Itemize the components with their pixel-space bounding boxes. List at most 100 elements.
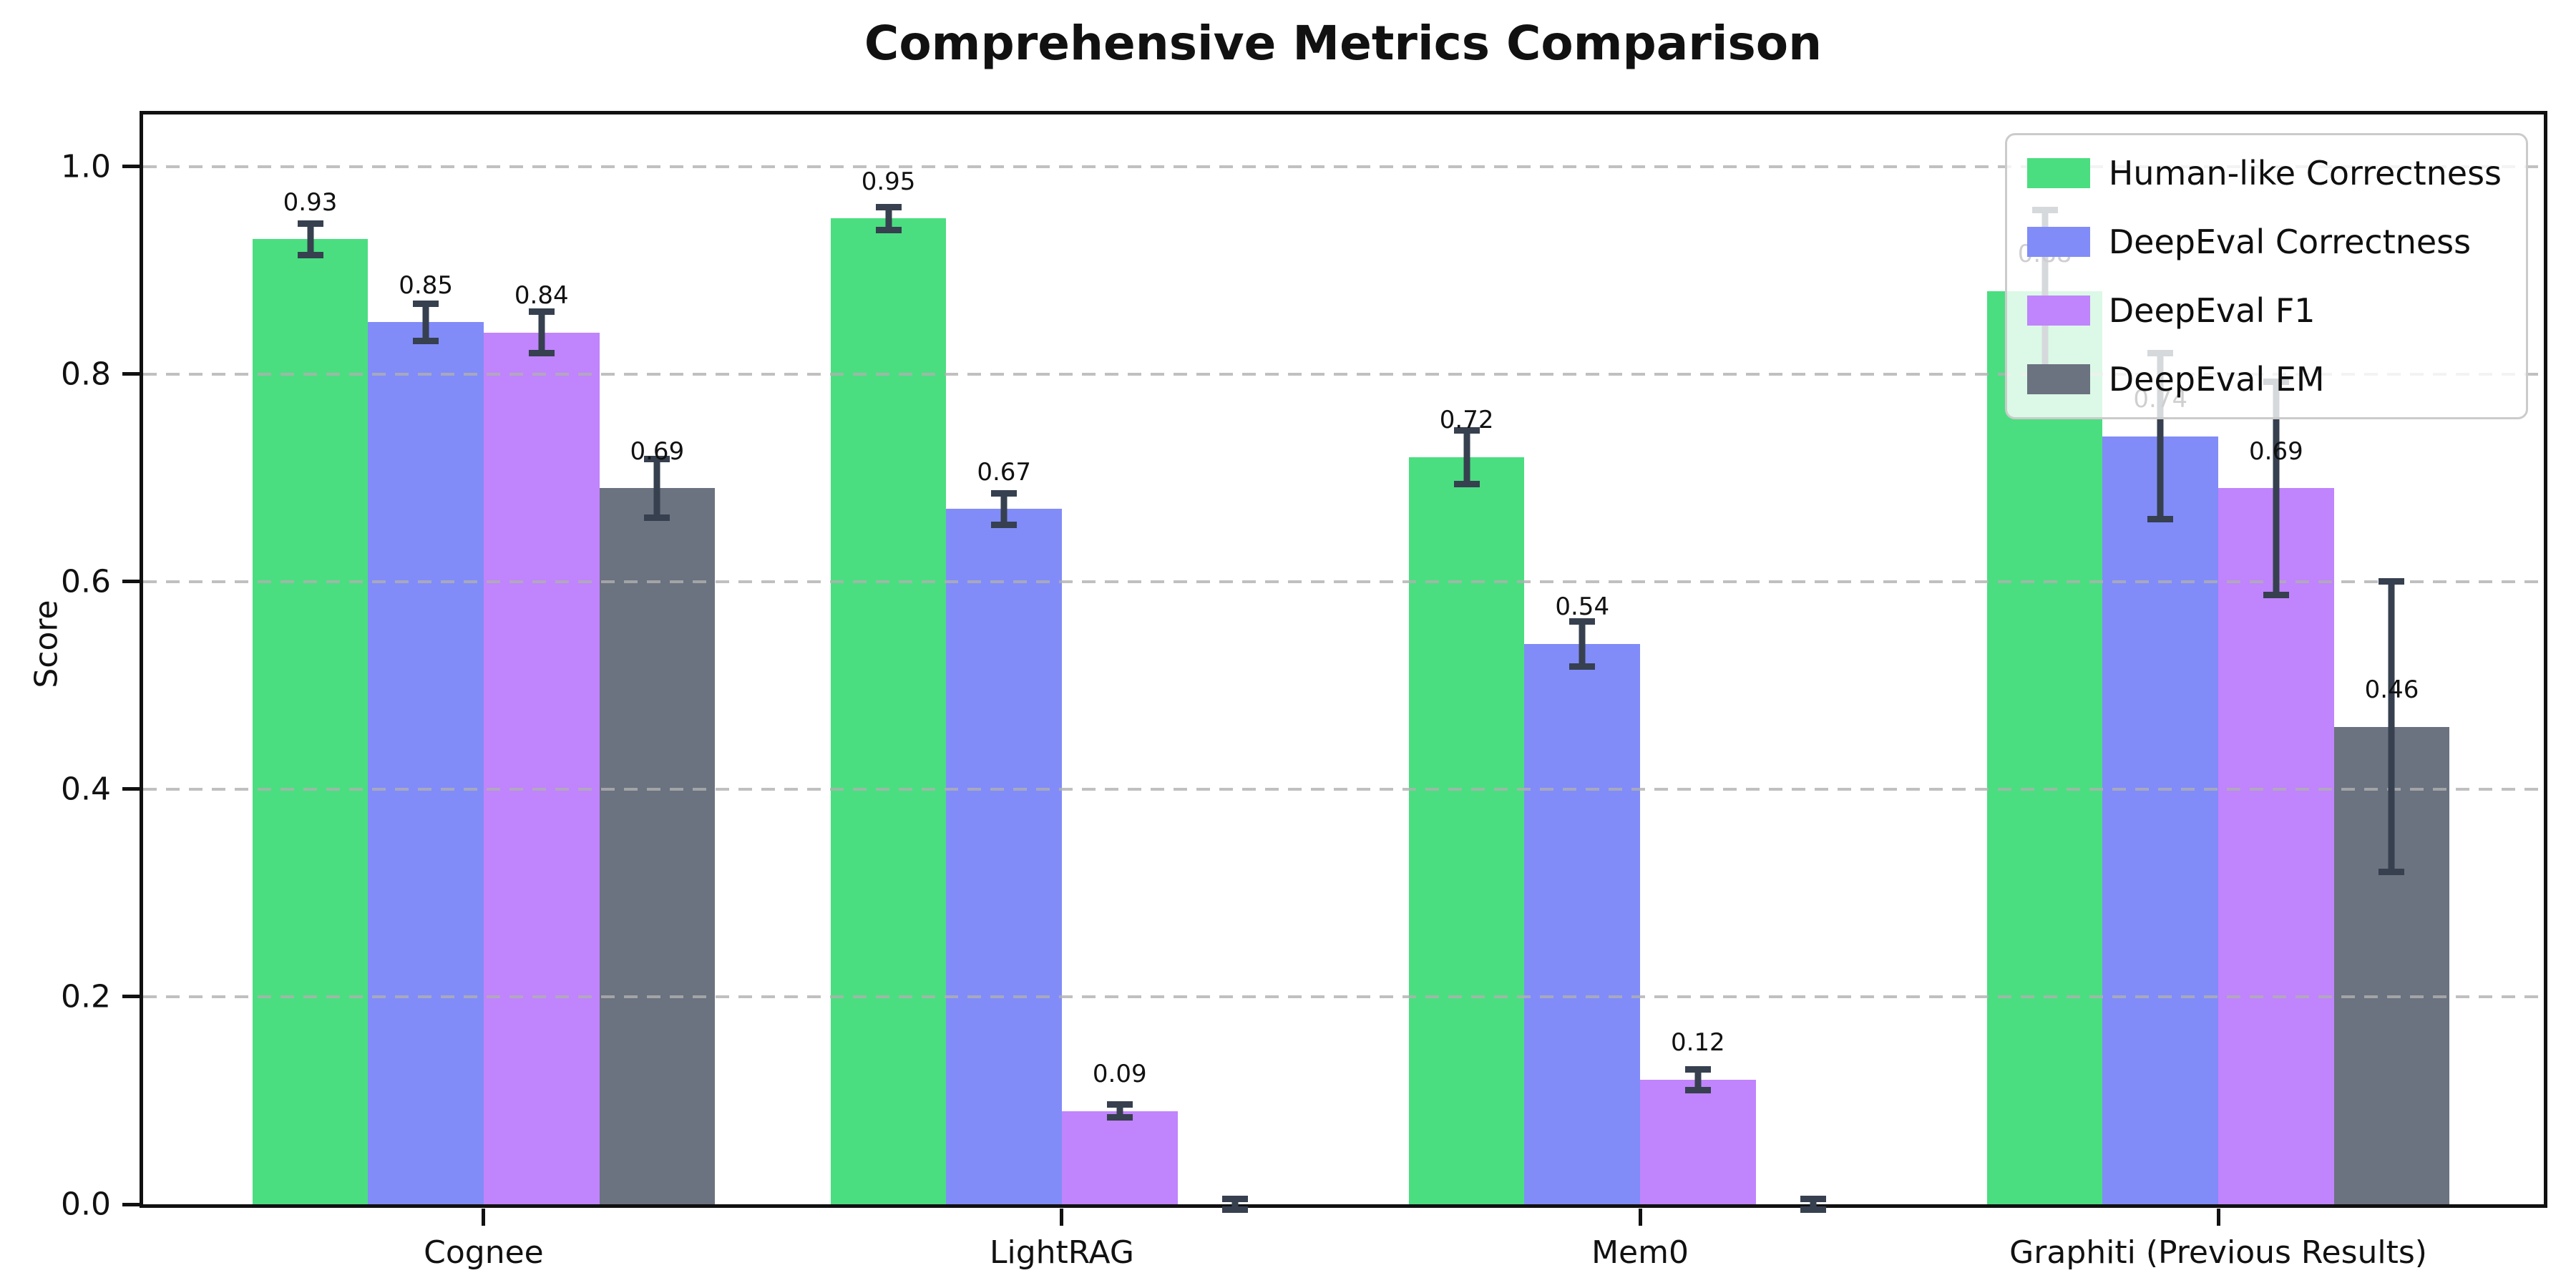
- x-tick-label: LightRAG: [989, 1234, 1134, 1271]
- y-tick-mark: [122, 580, 140, 584]
- legend-item: DeepEval F1: [2026, 291, 2502, 330]
- plot-area: Human-like Correctness DeepEval Correctne…: [61, 114, 2544, 1271]
- error-bar-line: [1116, 1104, 1123, 1118]
- legend-swatch: [2026, 158, 2090, 188]
- error-bar-line: [1231, 1199, 1239, 1210]
- gridline: [143, 372, 2544, 376]
- legend-label: DeepEval Correctness: [2108, 223, 2472, 261]
- error-bar-line: [653, 459, 660, 518]
- error-bar-cap-bottom: [297, 251, 323, 258]
- bar: [1640, 1080, 1756, 1204]
- error-bar-cap-top: [644, 456, 670, 463]
- error-bar-line: [1694, 1069, 1702, 1091]
- bar: [1986, 291, 2103, 1204]
- gridline: [143, 787, 2544, 791]
- bar-value-label: 0.93: [283, 187, 338, 217]
- gridline: [143, 580, 2544, 583]
- error-bar-line: [422, 303, 429, 341]
- error-bar-line: [1810, 1199, 1817, 1210]
- error-bar-cap-top: [2379, 578, 2405, 585]
- error-bar-cap-top: [1800, 1196, 1827, 1203]
- error-bar-cap-top: [1222, 1196, 1249, 1203]
- bar: [2218, 488, 2334, 1204]
- error-bar-line: [2273, 381, 2280, 595]
- bar: [1408, 457, 1525, 1204]
- legend-swatch: [2026, 296, 2090, 326]
- bar: [252, 239, 369, 1204]
- x-tick-mark: [1060, 1209, 1064, 1226]
- error-bar-cap-bottom: [991, 521, 1018, 528]
- error-bar-cap-top: [1684, 1065, 1711, 1073]
- legend-swatch: [2026, 227, 2090, 257]
- error-bar-line: [1463, 430, 1470, 484]
- bar-value-label: 0.12: [1670, 1028, 1725, 1057]
- bar-value-label: 0.54: [1555, 592, 1610, 621]
- legend-swatch: [2026, 364, 2090, 394]
- error-bar-line: [307, 223, 314, 255]
- error-bar-cap-bottom: [2379, 869, 2405, 876]
- y-tick-mark: [122, 995, 140, 999]
- legend-item: DeepEval EM: [2026, 360, 2502, 399]
- bar: [1061, 1111, 1178, 1204]
- legend-item: Human-like Correctness: [2026, 154, 2502, 192]
- y-tick-label: 1.0: [61, 148, 111, 185]
- error-bar-cap-bottom: [528, 350, 555, 357]
- error-bar-line: [2388, 581, 2395, 872]
- error-bar-cap-bottom: [2263, 592, 2289, 599]
- bar-value-label: 0.72: [1439, 405, 1494, 434]
- y-tick-mark: [122, 787, 140, 791]
- x-tick-mark: [2216, 1209, 2220, 1226]
- error-bar-line: [2157, 353, 2164, 519]
- error-bar-cap-bottom: [1222, 1206, 1249, 1213]
- error-bar-line: [885, 207, 892, 230]
- bar: [368, 322, 484, 1204]
- gridline: [143, 995, 2544, 998]
- bar: [830, 218, 947, 1204]
- y-tick-label: 0.2: [61, 978, 111, 1015]
- y-tick-label: 0.8: [61, 356, 111, 393]
- y-tick-mark: [122, 165, 140, 169]
- error-bar-cap-top: [875, 203, 902, 210]
- error-bar-cap-bottom: [875, 226, 902, 233]
- error-bar-cap-top: [1106, 1101, 1133, 1108]
- error-bar-cap-bottom: [1569, 663, 1596, 670]
- error-bar-line: [538, 311, 545, 353]
- y-axis-label: Score: [28, 600, 65, 688]
- x-tick-mark: [482, 1209, 486, 1226]
- error-bar-cap-top: [297, 220, 323, 228]
- legend-label: DeepEval EM: [2108, 360, 2325, 399]
- x-tick-label: Graphiti (Previous Results): [2009, 1234, 2427, 1271]
- error-bar-cap-bottom: [413, 338, 439, 345]
- y-tick-label: 0.0: [61, 1186, 111, 1223]
- legend-label: Human-like Correctness: [2108, 154, 2502, 192]
- bar: [483, 332, 600, 1204]
- error-bar-cap-bottom: [1800, 1206, 1827, 1213]
- bar: [599, 488, 716, 1204]
- y-tick-mark: [122, 1202, 140, 1206]
- error-bar-cap-top: [1453, 426, 1480, 434]
- bar-value-label: 0.84: [514, 280, 569, 310]
- error-bar-line: [1000, 493, 1008, 525]
- error-bar-cap-bottom: [1106, 1113, 1133, 1121]
- bar-value-label: 0.69: [630, 436, 685, 466]
- error-bar-cap-top: [991, 490, 1018, 497]
- error-bar-cap-bottom: [1453, 481, 1480, 488]
- y-tick-label: 0.6: [61, 563, 111, 600]
- error-bar-cap-top: [1569, 618, 1596, 625]
- legend-label: DeepEval F1: [2108, 291, 2316, 330]
- gridline: [143, 165, 2544, 168]
- legend: Human-like Correctness DeepEval Correctne…: [2004, 133, 2528, 419]
- bar-value-label: 0.67: [977, 457, 1032, 487]
- x-tick-mark: [1638, 1209, 1642, 1226]
- bar-value-label: 0.85: [399, 270, 453, 300]
- error-bar-cap-top: [528, 308, 555, 316]
- error-bar-cap-bottom: [2147, 516, 2174, 523]
- y-tick-mark: [122, 372, 140, 376]
- bar-value-label: 0.46: [2364, 675, 2419, 704]
- x-tick-label: Cognee: [424, 1234, 544, 1271]
- legend-item: DeepEval Correctness: [2026, 223, 2502, 261]
- bar: [1524, 643, 1640, 1204]
- bar-value-label: 0.09: [1092, 1059, 1147, 1088]
- x-tick-label: Mem0: [1591, 1234, 1689, 1271]
